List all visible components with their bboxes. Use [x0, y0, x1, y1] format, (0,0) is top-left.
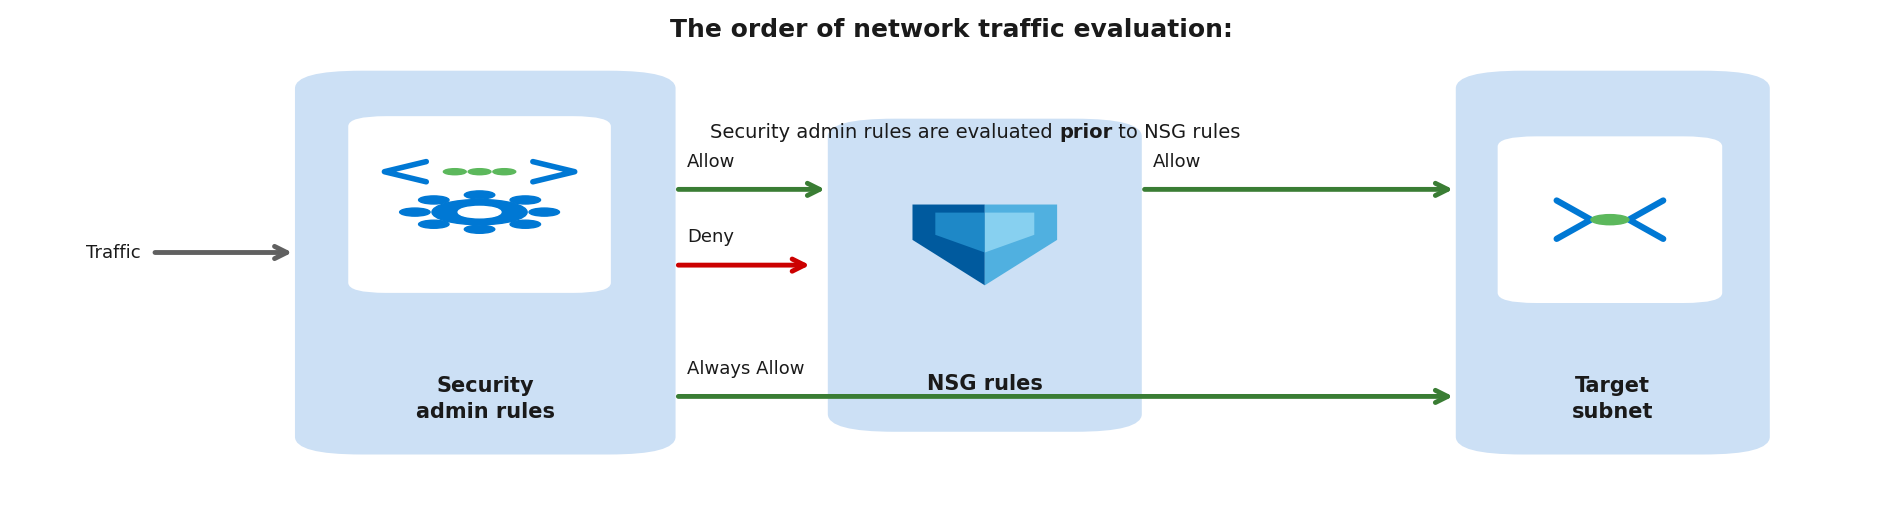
Polygon shape — [986, 213, 1035, 252]
FancyBboxPatch shape — [348, 116, 611, 293]
Text: Security admin rules are evaluated: Security admin rules are evaluated — [710, 123, 1058, 142]
Circle shape — [464, 225, 495, 233]
Circle shape — [459, 207, 500, 218]
Circle shape — [419, 196, 449, 204]
Circle shape — [443, 169, 466, 175]
Polygon shape — [986, 205, 1058, 285]
FancyBboxPatch shape — [828, 119, 1142, 432]
Circle shape — [493, 169, 516, 175]
Circle shape — [1591, 215, 1629, 225]
Text: Always Allow: Always Allow — [687, 360, 805, 378]
Text: The order of network traffic evaluation:: The order of network traffic evaluation: — [670, 18, 1233, 42]
Text: Traffic: Traffic — [86, 243, 141, 262]
Text: Allow: Allow — [1153, 153, 1201, 171]
FancyBboxPatch shape — [295, 71, 676, 454]
Text: Target
subnet: Target subnet — [1572, 376, 1654, 422]
Circle shape — [464, 191, 495, 199]
Text: Deny: Deny — [687, 228, 735, 246]
Circle shape — [432, 199, 527, 225]
Text: prior: prior — [1058, 123, 1111, 142]
Circle shape — [510, 196, 540, 204]
Text: Allow: Allow — [687, 153, 735, 171]
Circle shape — [468, 169, 491, 175]
Text: Security
admin rules: Security admin rules — [415, 376, 556, 422]
Circle shape — [510, 220, 540, 228]
Circle shape — [419, 220, 449, 228]
Polygon shape — [912, 205, 986, 285]
Text: to NSG rules: to NSG rules — [1111, 123, 1241, 142]
FancyBboxPatch shape — [1456, 71, 1770, 454]
Circle shape — [400, 208, 430, 216]
FancyBboxPatch shape — [1498, 136, 1722, 303]
Circle shape — [529, 208, 559, 216]
Text: NSG rules: NSG rules — [927, 374, 1043, 394]
Polygon shape — [934, 213, 986, 252]
